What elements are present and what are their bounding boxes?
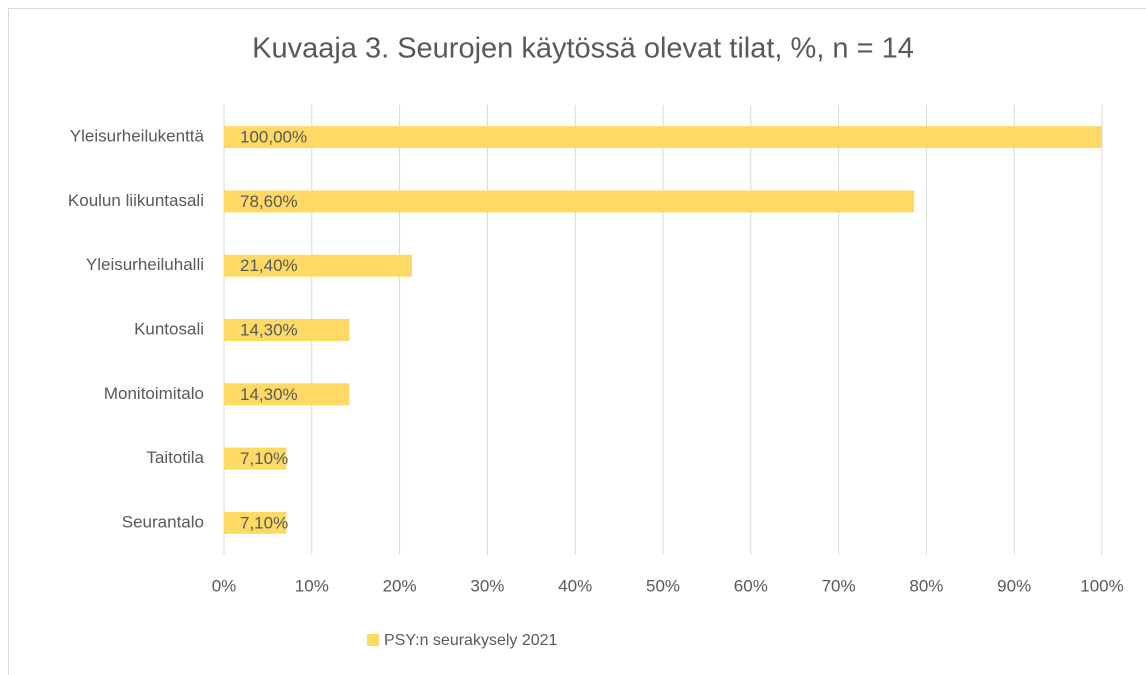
bar — [224, 511, 287, 534]
x-tick-label: 90% — [997, 576, 1031, 595]
x-tick-label: 50% — [646, 576, 680, 595]
chart-border — [8, 8, 1146, 675]
x-tick-label: 40% — [558, 576, 592, 595]
y-tick-label: Kuntosali — [134, 319, 204, 338]
y-tick-label: Seurantalo — [122, 512, 204, 531]
x-tick-label: 60% — [734, 576, 768, 595]
bar — [224, 319, 350, 341]
x-tick-label: 100% — [1080, 576, 1123, 595]
bar — [224, 383, 350, 406]
data-label: 21,40% — [240, 256, 298, 275]
chart-title: Kuvaaja 3. Seurojen käytössä olevat tila… — [252, 33, 914, 65]
y-tick-label: Taitotila — [146, 448, 204, 467]
x-tick-label: 0% — [212, 576, 237, 595]
bar — [224, 254, 412, 277]
legend-swatch — [367, 634, 379, 646]
legend-label: PSY:n seurakysely 2021 — [384, 632, 558, 649]
x-tick-label: 80% — [909, 576, 943, 595]
x-tick-label: 20% — [383, 576, 417, 595]
data-label: 7,10% — [240, 449, 288, 468]
data-label: 14,30% — [240, 320, 298, 339]
x-tick-label: 10% — [295, 576, 329, 595]
y-tick-label: Yleisurheilukenttä — [70, 127, 205, 146]
y-tick-label: Monitoimitalo — [104, 384, 204, 403]
data-label: 100,00% — [240, 128, 307, 147]
bar — [224, 447, 287, 470]
x-tick-label: 70% — [822, 576, 856, 595]
data-label: 14,30% — [240, 385, 298, 404]
bar — [224, 126, 1102, 149]
data-label: 78,60% — [240, 192, 298, 211]
y-tick-label: Yleisurheiluhalli — [86, 255, 204, 274]
data-label: 7,10% — [240, 513, 288, 532]
bar — [224, 190, 915, 213]
x-tick-label: 30% — [470, 576, 504, 595]
y-tick-label: Koulun liikuntasali — [68, 191, 204, 210]
